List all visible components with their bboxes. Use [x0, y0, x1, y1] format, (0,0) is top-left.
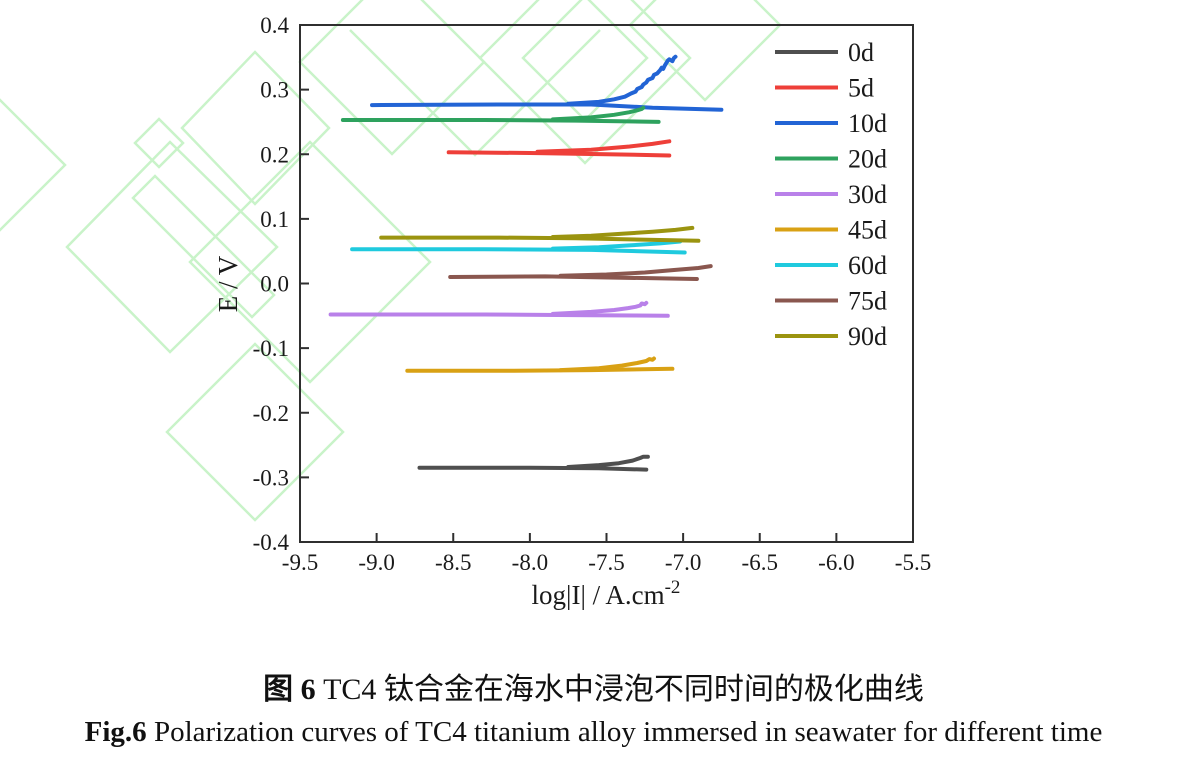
watermark-shape	[478, 0, 692, 165]
y-axis-label: E / V	[213, 255, 243, 312]
watermark-shape	[133, 117, 185, 169]
caption-english-text: Polarization curves of TC4 titanium allo…	[146, 716, 1103, 748]
curve-30d-branch	[550, 300, 649, 316]
legend-label-45d: 45d	[848, 216, 887, 245]
y-tick-label: 0.3	[260, 78, 289, 103]
watermark-shape	[0, 98, 67, 232]
curve-10d-branch	[566, 54, 678, 106]
curve-0d-main	[417, 465, 649, 472]
curve-10d-main	[370, 102, 724, 112]
curve-90d-branch	[550, 225, 695, 239]
curve-20d-main	[340, 118, 661, 124]
curve-45d-main	[405, 366, 675, 373]
legend-label-0d: 0d	[848, 38, 874, 67]
x-axis-label-main: log|I| / A.cm	[532, 580, 665, 610]
x-tick-label: -9.0	[358, 550, 394, 575]
axis-ticks: -9.5 -9.0 -8.5 -8.0 -7.5 -7.0 -6.5 -6.0 -5.5 0.4 0…	[253, 13, 932, 575]
polarization-chart: -9.5 -9.0 -8.5 -8.0 -7.5 -7.0 -6.5 -6.0 -5.5 0.4 0…	[0, 0, 932, 610]
x-axis-label: log|I| / A.cm-2	[532, 577, 681, 610]
curve-60d-branch	[550, 239, 683, 251]
x-tick-label: -8.0	[512, 550, 548, 575]
legend-label-90d: 90d	[848, 322, 887, 351]
x-tick-label: -7.0	[665, 550, 701, 575]
legend-label-30d: 30d	[848, 180, 887, 209]
legend-label-10d: 10d	[848, 109, 887, 138]
legend-label-5d: 5d	[848, 74, 874, 103]
y-tick-label: 0.1	[260, 207, 289, 232]
caption-english-number: Fig.6	[84, 716, 147, 748]
curve-90d-main	[379, 235, 701, 243]
curve-60d-main	[350, 247, 687, 255]
legend-label-75d: 75d	[848, 287, 887, 316]
curve-45d-branch	[558, 356, 656, 373]
watermark-shape	[165, 342, 345, 522]
watermark-shape	[188, 140, 432, 384]
legend: 0d 5d 10d 20d 30d 45d 60d 75d 90d	[775, 38, 887, 351]
x-tick-label: -8.5	[435, 550, 471, 575]
x-axis-label-superscript: -2	[665, 577, 681, 598]
watermark-shape	[628, 0, 782, 102]
y-tick-label: 0.4	[260, 13, 289, 38]
x-tick-label: -6.0	[818, 550, 854, 575]
watermark-shape	[65, 140, 279, 354]
watermark-shape	[131, 174, 276, 319]
watermark-shape	[180, 50, 331, 206]
watermark-pattern	[0, 0, 782, 522]
watermark-shape	[521, 0, 649, 122]
y-tick-label: 0.2	[260, 142, 289, 167]
watermark-shape	[349, 29, 601, 157]
curves	[328, 54, 724, 472]
caption-english: Fig.6 Polarization curves of TC4 titaniu…	[0, 716, 1187, 749]
curve-75d-branch	[558, 264, 713, 278]
y-tick-label: 0.0	[260, 272, 289, 297]
x-tick-label: -5.5	[895, 550, 931, 575]
curve-5d-main	[446, 150, 672, 158]
caption-chinese-text: TC4 钛合金在海水中浸泡不同时间的极化曲线	[315, 673, 924, 706]
x-tick-label: -7.5	[588, 550, 624, 575]
x-tick-label: -6.5	[742, 550, 778, 575]
y-tick-label: -0.1	[253, 336, 289, 361]
y-tick-label: -0.3	[253, 465, 289, 490]
y-tick-label: -0.2	[253, 401, 289, 426]
curve-20d-branch	[550, 105, 646, 122]
legend-label-20d: 20d	[848, 145, 887, 174]
legend-label-60d: 60d	[848, 251, 887, 280]
caption-chinese-number: 图 6	[263, 673, 316, 706]
curve-30d-main	[328, 312, 670, 318]
x-tick-label: -9.5	[282, 550, 318, 575]
curve-0d-branch	[566, 454, 650, 469]
caption-chinese: 图 6 TC4 钛合金在海水中浸泡不同时间的极化曲线	[0, 664, 1187, 708]
curve-5d-branch	[535, 139, 672, 154]
y-tick-label: -0.4	[253, 530, 290, 555]
